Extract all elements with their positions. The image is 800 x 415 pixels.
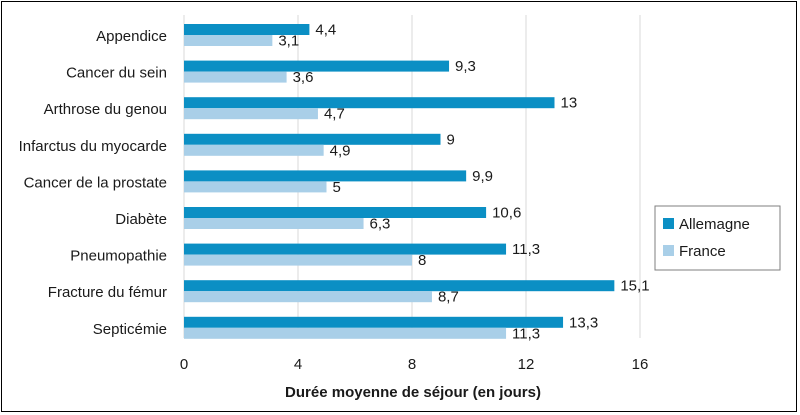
value-label: 11,3 — [512, 241, 540, 258]
value-label: 15,1 — [620, 278, 649, 295]
x-tick-label: 12 — [518, 356, 535, 373]
value-label: 13 — [561, 95, 578, 112]
legend-box — [654, 205, 781, 271]
bar-allemagne — [184, 243, 507, 255]
bar-france — [184, 144, 324, 156]
bar-allemagne — [184, 133, 441, 145]
category-label: Cancer de la prostate — [24, 174, 167, 191]
legend-label: France — [679, 243, 726, 260]
bar-france — [184, 254, 412, 266]
value-label: 6,3 — [370, 216, 391, 233]
value-label: 9,9 — [472, 168, 493, 185]
value-label: 4,9 — [330, 142, 351, 159]
category-label: Pneumopathie — [70, 248, 167, 265]
x-tick-label: 0 — [180, 356, 188, 373]
value-label: 3,6 — [293, 69, 314, 86]
x-tick-labels: 0 4 8 12 16 — [180, 356, 649, 373]
x-tick-label: 16 — [632, 356, 649, 373]
bar-france — [184, 35, 273, 46]
category-label: Cancer du sein — [66, 65, 167, 82]
category-label: Infarctus du myocarde — [19, 138, 167, 155]
value-label: 10,6 — [492, 205, 521, 222]
legend: Allemagne France — [654, 205, 781, 271]
legend-swatch — [663, 218, 674, 229]
x-axis-title: Durée moyenne de séjour (en jours) — [285, 384, 541, 401]
category-label: Septicémie — [93, 321, 167, 338]
legend-label: Allemagne — [679, 216, 750, 233]
bar-allemagne — [184, 24, 310, 35]
bar-allemagne — [184, 280, 615, 292]
category-label: Fracture du fémur — [48, 284, 167, 301]
bar-allemagne — [184, 316, 564, 328]
category-labels: Appendice Cancer du sein Arthrose du genou… — [19, 28, 167, 338]
bar-france — [184, 71, 287, 83]
value-label: 8 — [418, 252, 426, 269]
legend-swatch — [663, 245, 674, 256]
value-labels: 4,4 3,1 9,3 3,6 13 4,7 9 4,9 9,9 5 10,6 6,3 11,3 8 15,… — [278, 22, 649, 343]
value-label: 13,3 — [569, 314, 598, 331]
category-label: Appendice — [96, 28, 167, 45]
value-label: 11,3 — [512, 325, 540, 342]
value-label: 9,3 — [455, 58, 476, 75]
bar-allemagne — [184, 97, 555, 109]
x-tick-label: 8 — [408, 356, 416, 373]
bar-france — [184, 181, 327, 193]
value-label: 4,7 — [324, 106, 345, 123]
bar-france — [184, 108, 318, 120]
bar-allemagne — [184, 170, 467, 182]
value-label: 9 — [447, 131, 455, 148]
value-label: 5 — [333, 179, 341, 196]
category-label: Arthrose du genou — [44, 101, 167, 118]
category-label: Diabète — [115, 211, 167, 228]
bar-france — [184, 218, 364, 229]
x-tick-label: 4 — [294, 356, 302, 373]
bars — [184, 24, 615, 339]
value-label: 8,7 — [438, 289, 459, 306]
bar-france — [184, 327, 507, 339]
value-label: 4,4 — [315, 22, 336, 39]
bar-france — [184, 291, 432, 303]
value-label: 3,1 — [278, 33, 299, 50]
bar-allemagne — [184, 207, 487, 218]
bar-allemagne — [184, 60, 450, 72]
